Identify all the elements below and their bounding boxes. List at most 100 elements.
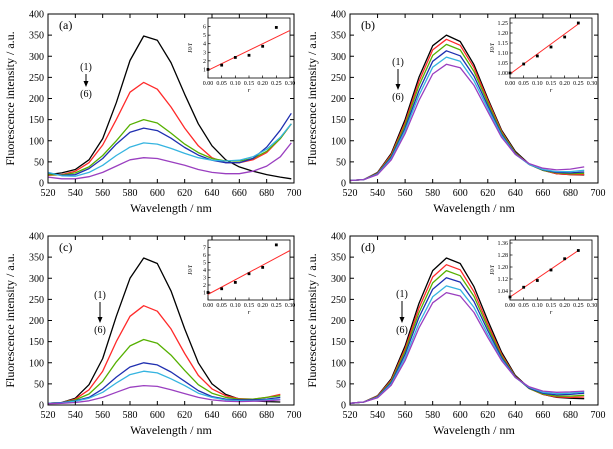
y-tick-label-b: 100 [331, 136, 346, 147]
series-c-6 [47, 384, 281, 405]
series-a-4 [47, 112, 292, 177]
inset-y-tick-label-d: 1.20 [498, 265, 509, 271]
y-tick-label-d: 300 [331, 274, 346, 285]
annotation-arrowhead-d [399, 317, 405, 323]
inset-x-label-c: r [248, 309, 251, 316]
x-tick-label-d: 700 [591, 410, 606, 421]
inset-point-d [576, 249, 580, 252]
inset-x-tick-label-a: 0.25 [271, 81, 282, 87]
x-tick-label-c: 580 [123, 410, 138, 421]
x-tick-label-a: 660 [232, 188, 247, 199]
inset-fit-line-a [207, 29, 291, 71]
inset-x-tick-label-d: 0.25 [573, 303, 584, 309]
inset-y-tick-label-a: 1 [203, 67, 206, 73]
inset-x-tick-label-b: 0.30 [587, 81, 598, 87]
x-tick-label-a: 580 [123, 188, 138, 199]
x-tick-label-d: 560 [398, 410, 413, 421]
inset-point-c [261, 265, 265, 269]
inset-point-c [220, 287, 224, 291]
y-tick-label-a: 400 [29, 10, 44, 21]
inset-x-tick-label-d: 0.30 [587, 303, 598, 309]
x-tick-label-b: 640 [508, 188, 523, 199]
inset-y-tick-label-b: 1.20 [498, 31, 509, 37]
annotation-start-b: (1) [392, 57, 404, 68]
inset-x-tick-label-b: 0.00 [505, 81, 516, 87]
inset-x-label-b: r [550, 87, 553, 94]
panel-b: 520 540 560 580 600 620 640 660 680 700 0 50 100 150 2… [305, 10, 606, 216]
annotation-start-d: (1) [396, 289, 408, 300]
inset-point-d [563, 257, 567, 261]
series-a-2 [47, 81, 292, 177]
x-tick-label-c: 660 [232, 410, 247, 421]
x-tick-label-d: 600 [453, 410, 468, 421]
inset-x-tick-label-a: 0.15 [244, 81, 255, 87]
y-tick-label-b: 300 [331, 52, 346, 63]
y-tick-label-b: 250 [331, 73, 346, 84]
x-tick-label-d: 680 [563, 410, 578, 421]
inset-point-a [206, 68, 210, 71]
y-tick-label-d: 0 [341, 401, 346, 412]
x-axis-label-c: Wavelength / nm [130, 423, 212, 437]
x-tick-label-a: 540 [68, 188, 83, 199]
panel-label-b: (b) [361, 18, 375, 32]
x-tick-label-a: 600 [150, 188, 165, 199]
annotation-end-d: (6) [396, 325, 408, 336]
inset-y-label-d: I0/I [489, 264, 496, 275]
panel-label-c: (c) [59, 240, 72, 254]
series-d-4 [349, 277, 585, 404]
x-tick-label-d: 520 [343, 410, 358, 421]
inset-y-tick-label-a: 3 [203, 50, 206, 56]
inset-x-tick-label-c: 0.20 [257, 303, 268, 309]
inset-point-b [563, 35, 567, 39]
x-tick-label-c: 620 [177, 410, 192, 421]
y-tick-label-b: 0 [341, 179, 346, 190]
inset-x-tick-label-d: 0.15 [546, 303, 557, 309]
inset-fit-line-b [509, 23, 579, 75]
x-tick-label-a: 560 [95, 188, 110, 199]
inset-y-tick-label-c: 4 [203, 268, 206, 274]
x-tick-label-d: 620 [480, 410, 495, 421]
inset-x-tick-label-c: 0.05 [216, 303, 227, 309]
y-tick-label-b: 50 [336, 157, 346, 168]
x-tick-label-d: 640 [508, 410, 523, 421]
annotation-start-c: (1) [94, 290, 106, 301]
y-axis-label-c: Fluorescence intensity / a.u. [3, 253, 17, 387]
inset-point-a [261, 44, 265, 48]
y-tick-label-a: 300 [29, 52, 44, 63]
inset-a: 0.00 0.05 0.10 0.15 0.20 0.25 0.30 1 2 3 4 5 6 r I0/I [187, 17, 295, 94]
y-tick-label-c: 350 [29, 253, 44, 264]
annotation-arrowhead-c [97, 317, 103, 323]
x-tick-label-c: 700 [287, 410, 302, 421]
inset-point-c [247, 272, 251, 276]
series-c-4 [47, 362, 281, 404]
inset-y-tick-label-b: 1.25 [498, 21, 509, 27]
inset-x-tick-label-b: 0.05 [518, 81, 529, 87]
panel-d: 520 540 560 580 600 620 640 660 680 700 0 50 100 150 2… [305, 232, 606, 438]
series-a-5 [47, 123, 292, 177]
inset-y-tick-label-d: 1.28 [498, 253, 509, 259]
inset-y-label-a: I0/I [187, 42, 194, 53]
x-tick-label-c: 640 [205, 410, 220, 421]
panel-c: 520 540 560 580 600 620 640 660 680 700 0 50 100 150 2… [3, 232, 302, 438]
series-a-6 [47, 142, 292, 180]
inset-point-d [508, 295, 512, 299]
y-tick-label-a: 200 [29, 94, 44, 105]
inset-x-tick-label-b: 0.20 [559, 81, 570, 87]
inset-point-a [247, 53, 251, 57]
y-tick-label-a: 0 [39, 179, 44, 190]
annotation-end-a: (6) [80, 89, 92, 100]
inset-y-tick-label-c: 7 [203, 246, 206, 252]
y-tick-label-c: 400 [29, 232, 44, 243]
inset-b: 0.00 0.05 0.10 0.15 0.20 0.25 0.30 1.00 1.05 1.10… [489, 17, 598, 94]
inset-x-tick-label-a: 0.00 [203, 81, 214, 87]
y-tick-label-c: 250 [29, 295, 44, 306]
inset-point-b [508, 71, 512, 75]
x-tick-label-b: 540 [370, 188, 385, 199]
x-tick-label-b: 600 [453, 188, 468, 199]
inset-x-tick-label-a: 0.05 [216, 81, 227, 87]
inset-point-b [549, 45, 553, 49]
inset-x-tick-label-b: 0.10 [532, 81, 543, 87]
y-tick-label-c: 300 [29, 274, 44, 285]
x-tick-label-b: 700 [591, 188, 606, 199]
